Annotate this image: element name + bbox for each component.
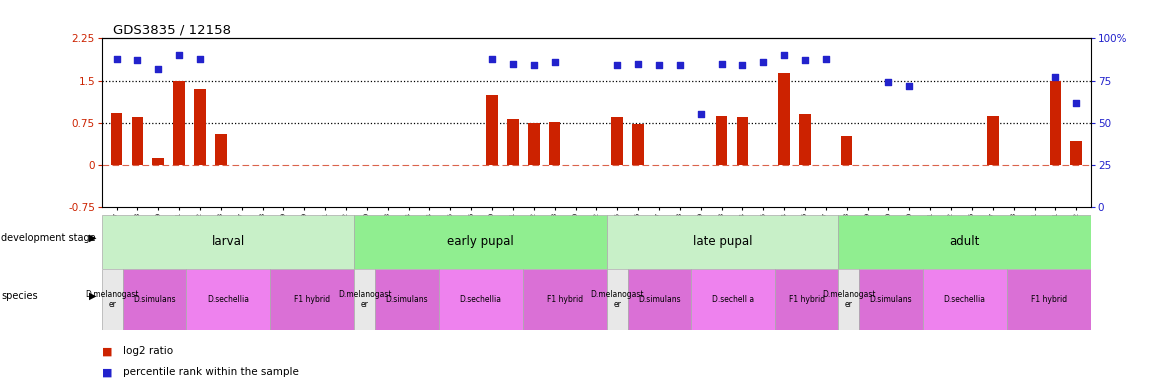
Bar	[923, 269, 1006, 330]
Bar	[111, 113, 123, 165]
Text: ■: ■	[102, 346, 112, 356]
Bar	[507, 119, 519, 165]
Point	[775, 52, 793, 58]
Bar	[153, 158, 164, 165]
Point	[545, 59, 564, 65]
Bar	[716, 116, 727, 165]
Bar	[528, 123, 540, 165]
Bar	[195, 89, 206, 165]
Text: percentile rank within the sample: percentile rank within the sample	[123, 367, 299, 377]
Bar	[186, 269, 270, 330]
Text: ▶: ▶	[89, 291, 96, 301]
Point	[900, 83, 918, 89]
Bar	[439, 269, 522, 330]
Bar	[375, 269, 439, 330]
Text: F1 hybrid: F1 hybrid	[547, 295, 582, 304]
Point	[629, 61, 647, 67]
Point	[796, 57, 814, 63]
Point	[170, 52, 189, 58]
Text: larval: larval	[212, 235, 244, 248]
Point	[608, 62, 626, 68]
Text: D.simulans: D.simulans	[386, 295, 428, 304]
Point	[816, 56, 835, 62]
Text: D.melanogast
er: D.melanogast er	[591, 290, 644, 309]
Text: ■: ■	[102, 367, 112, 377]
Bar	[132, 117, 144, 165]
Text: D.sechell a: D.sechell a	[712, 295, 754, 304]
Point	[670, 62, 689, 68]
Bar	[987, 116, 998, 165]
Bar	[1006, 269, 1091, 330]
Bar	[1049, 81, 1061, 165]
Bar	[354, 215, 607, 269]
Text: D.melanogast
er: D.melanogast er	[338, 290, 391, 309]
Bar	[691, 269, 775, 330]
Point	[504, 61, 522, 67]
Text: species: species	[1, 291, 38, 301]
Text: F1 hybrid: F1 hybrid	[294, 295, 330, 304]
Bar	[838, 269, 859, 330]
Bar	[775, 269, 838, 330]
Text: ▶: ▶	[89, 233, 96, 243]
Text: F1 hybrid: F1 hybrid	[1031, 295, 1067, 304]
Text: adult: adult	[950, 235, 980, 248]
Bar	[611, 117, 623, 165]
Bar	[270, 269, 354, 330]
Point	[879, 79, 897, 85]
Bar	[486, 95, 498, 165]
Bar	[102, 215, 354, 269]
Point	[754, 59, 772, 65]
Bar	[859, 269, 923, 330]
Bar	[522, 269, 607, 330]
Point	[733, 62, 752, 68]
Point	[650, 62, 668, 68]
Text: log2 ratio: log2 ratio	[123, 346, 173, 356]
Bar	[607, 215, 838, 269]
Text: D.sechellia: D.sechellia	[207, 295, 249, 304]
Bar	[799, 114, 811, 165]
Point	[525, 62, 543, 68]
Point	[1046, 74, 1064, 80]
Text: D.simulans: D.simulans	[638, 295, 681, 304]
Text: development stage: development stage	[1, 233, 96, 243]
Bar	[123, 269, 186, 330]
Bar	[1070, 141, 1082, 165]
Bar	[628, 269, 691, 330]
Bar	[354, 269, 375, 330]
Text: late pupal: late pupal	[692, 235, 753, 248]
Bar	[549, 122, 560, 165]
Text: GDS3835 / 12158: GDS3835 / 12158	[113, 23, 232, 36]
Point	[108, 56, 126, 62]
Bar	[736, 117, 748, 165]
Point	[129, 57, 147, 63]
Point	[483, 56, 501, 62]
Text: D.sechellia: D.sechellia	[944, 295, 985, 304]
Bar	[102, 269, 123, 330]
Point	[691, 111, 710, 118]
Point	[149, 66, 168, 72]
Bar	[778, 73, 790, 165]
Text: early pupal: early pupal	[447, 235, 514, 248]
Text: D.sechellia: D.sechellia	[460, 295, 501, 304]
Point	[191, 56, 210, 62]
Bar	[632, 124, 644, 165]
Bar	[607, 269, 628, 330]
Text: F1 hybrid: F1 hybrid	[789, 295, 824, 304]
Text: D.simulans: D.simulans	[133, 295, 176, 304]
Bar	[215, 134, 227, 165]
Bar	[841, 136, 852, 165]
Text: D.simulans: D.simulans	[870, 295, 913, 304]
Point	[1067, 99, 1085, 106]
Text: D.melanogast
er: D.melanogast er	[86, 290, 139, 309]
Bar	[838, 215, 1091, 269]
Point	[712, 61, 731, 67]
Text: D.melanogast
er: D.melanogast er	[822, 290, 875, 309]
Bar	[174, 81, 185, 165]
